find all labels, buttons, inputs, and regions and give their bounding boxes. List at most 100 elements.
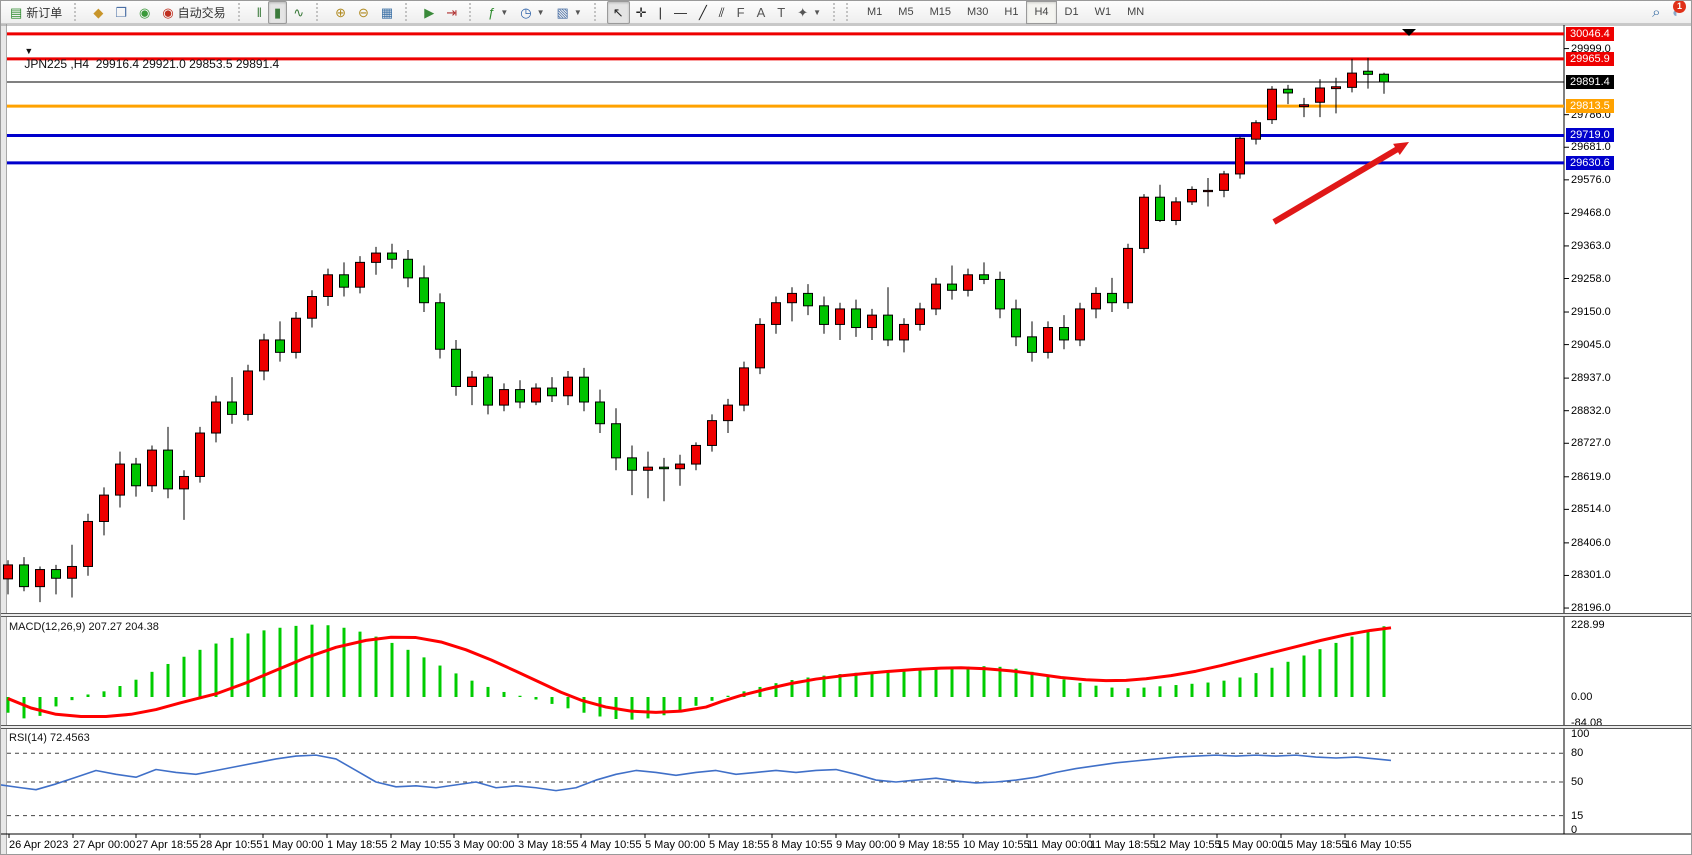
time-axis-label: 10 May 10:55 bbox=[963, 839, 1030, 851]
price-badge-label: 29630.6 bbox=[1566, 155, 1614, 170]
chart-window[interactable] bbox=[1, 24, 1691, 854]
trade-ticket-button[interactable]: ◆ bbox=[87, 1, 109, 24]
toolbar-button-label: 自动交易 bbox=[177, 5, 226, 20]
signals-button[interactable]: ◉ bbox=[133, 1, 156, 24]
templates-dropdown-button[interactable]: ▧ ▼ bbox=[551, 1, 588, 24]
toolbar-separator bbox=[316, 3, 323, 21]
label-tool-button[interactable]: T bbox=[771, 1, 791, 24]
toolbar-separator bbox=[74, 3, 81, 21]
timeframe-button-h4[interactable]: H4 bbox=[1026, 1, 1057, 24]
toolbar-group: ◆ ❐ ◉ ◉ 自动交易 bbox=[84, 1, 234, 24]
price-tick-label: 28406.0 bbox=[1571, 536, 1611, 549]
label-tool-icon: T bbox=[777, 4, 786, 20]
trendline-tool-button[interactable]: ╱ bbox=[693, 1, 713, 24]
price-tick-label: 28832.0 bbox=[1571, 404, 1611, 417]
templates-dropdown-icon: ▧ bbox=[556, 4, 569, 20]
chevron-down-icon[interactable]: ▼ bbox=[573, 7, 582, 17]
zoom-in-button[interactable]: ⊕ bbox=[329, 1, 352, 24]
time-axis-label: 4 May 10:55 bbox=[581, 839, 642, 851]
search-icon[interactable]: ⌕ bbox=[1652, 3, 1661, 21]
auto-scroll-icon: ▶ bbox=[424, 4, 435, 20]
zoom-out-button[interactable]: ⊖ bbox=[352, 1, 375, 24]
crosshair-tool-button[interactable]: ✛ bbox=[630, 1, 653, 24]
toolbar-group: ▤ 新订单 bbox=[1, 1, 71, 24]
price-tick-label: 28937.0 bbox=[1571, 372, 1611, 385]
price-tick-label: 29045.0 bbox=[1571, 338, 1611, 351]
chevron-down-icon[interactable]: ▼ bbox=[500, 7, 509, 17]
macd-axis-label: 228.99 bbox=[1571, 618, 1605, 631]
crosshair-tool-icon: ✛ bbox=[635, 4, 647, 20]
period-dropdown-icon: ◷ bbox=[520, 4, 532, 20]
cursor-tool-button[interactable]: ↖ bbox=[606, 1, 630, 24]
fibonacci-tool-icon: F bbox=[736, 4, 745, 20]
candlestick-chart-type-button[interactable]: ▮ bbox=[268, 1, 288, 24]
bar-chart-type-button[interactable]: ‖ bbox=[251, 1, 268, 24]
rsi-axis-label: 50 bbox=[1571, 776, 1584, 788]
shapes-dropdown-button[interactable]: ✦ ▼ bbox=[791, 1, 827, 24]
time-axis-label: 26 Apr 2023 bbox=[9, 839, 69, 851]
macd-rsi-splitter[interactable] bbox=[1, 725, 1691, 729]
notification-badge: 1 bbox=[1673, 1, 1686, 13]
vertical-line-tool-button[interactable]: | bbox=[653, 1, 668, 24]
line-chart-type-icon: ∿ bbox=[293, 4, 305, 20]
timeframe-button-w1[interactable]: W1 bbox=[1094, 6, 1112, 18]
toolbar-group: ⊕ ⊖ ▦ bbox=[326, 1, 402, 24]
tile-windows-icon: ▦ bbox=[380, 4, 394, 20]
timeframe-button-m5[interactable]: M5 bbox=[898, 6, 914, 18]
indicators-dropdown-icon: ƒ bbox=[488, 4, 496, 20]
toolbar-button-label: 新订单 bbox=[26, 5, 63, 20]
channel-tool-button[interactable]: ⫽ bbox=[713, 1, 731, 24]
toolbar-button-groups: ▤ 新订单 ◆ ❐ ◉ ◉ 自动交易 ‖ ▮ ∿ ⊕ ⊖ ▦ ▶ ⇥ ƒ ▼ ◷ ▼ ▧ ▼ ↖ ✛ | — ╱ ⫽ F A T ✦ ▼ bbox=[1, 1, 843, 24]
time-axis-label: 16 May 10:55 bbox=[1345, 839, 1412, 851]
timeframe-button-m1[interactable]: M1 bbox=[867, 6, 883, 18]
market-watch-button[interactable]: ❐ bbox=[109, 1, 133, 24]
shapes-dropdown-icon: ✦ bbox=[797, 4, 809, 20]
horizontal-line-tool-icon: — bbox=[673, 4, 687, 20]
price-tick-label: 29258.0 bbox=[1571, 272, 1611, 285]
toolbar-separator bbox=[593, 3, 601, 21]
window-left-splitter[interactable] bbox=[1, 24, 7, 854]
timeframe-button-mn[interactable]: MN bbox=[1127, 6, 1145, 18]
symbol-ohlc-text: JPN225 ,H4 29916.4 29921.0 29853.5 29891… bbox=[24, 57, 280, 71]
time-axis-label: 11 May 00:00 bbox=[1027, 839, 1093, 851]
time-axis-label: 1 May 00:00 bbox=[263, 839, 324, 851]
vertical-line-tool-icon: | bbox=[658, 4, 662, 20]
indicators-dropdown-button[interactable]: ƒ ▼ bbox=[482, 1, 514, 24]
new-order-button[interactable]: ▤ 新订单 bbox=[4, 1, 68, 24]
price-tick-label: 28196.0 bbox=[1571, 602, 1611, 615]
toolbar-separator bbox=[846, 3, 853, 21]
zoom-out-icon: ⊖ bbox=[358, 4, 369, 20]
fibonacci-tool-button[interactable]: F bbox=[731, 1, 751, 24]
trade-ticket-icon: ◆ bbox=[93, 4, 104, 20]
tile-windows-button[interactable]: ▦ bbox=[375, 1, 399, 24]
autotrading-button[interactable]: ◉ 自动交易 bbox=[156, 1, 231, 24]
toolbar-separator bbox=[469, 3, 476, 21]
toolbar-separator bbox=[405, 3, 412, 21]
price-tick-label: 29576.0 bbox=[1571, 173, 1611, 186]
timeframe-button-d1[interactable]: D1 bbox=[1064, 6, 1079, 18]
chevron-down-icon[interactable]: ▼ bbox=[536, 7, 545, 17]
price-badge-label: 29719.0 bbox=[1566, 128, 1614, 143]
chat-icon[interactable]: ◖ 1 bbox=[1671, 1, 1686, 20]
chart-shift-button[interactable]: ⇥ bbox=[440, 1, 463, 24]
time-axis-label: 2 May 10:55 bbox=[391, 839, 452, 851]
period-dropdown-button[interactable]: ◷ ▼ bbox=[514, 1, 550, 24]
text-tool-button[interactable]: A bbox=[751, 1, 772, 24]
timeframe-button-h1[interactable]: H1 bbox=[1004, 6, 1019, 18]
time-axis-label: 15 May 18:55 bbox=[1281, 839, 1348, 851]
bar-chart-type-icon: ‖ bbox=[256, 4, 263, 20]
timeframe-button-m30[interactable]: M30 bbox=[966, 6, 989, 18]
time-axis-label: 27 Apr 00:00 bbox=[73, 839, 136, 851]
line-chart-type-button[interactable]: ∿ bbox=[287, 1, 310, 24]
timeframe-button-m15[interactable]: M15 bbox=[929, 6, 951, 18]
auto-scroll-button[interactable]: ▶ bbox=[418, 1, 440, 24]
chevron-down-icon[interactable]: ▼ bbox=[813, 7, 822, 17]
price-tick-label: 29150.0 bbox=[1571, 306, 1611, 319]
price-badge-label: 29965.9 bbox=[1566, 51, 1614, 66]
time-axis-label: 5 May 00:00 bbox=[645, 839, 706, 851]
horizontal-line-tool-button[interactable]: — bbox=[668, 1, 693, 24]
market-watch-icon: ❐ bbox=[115, 4, 127, 20]
chart-macd-splitter[interactable] bbox=[1, 613, 1691, 617]
time-axis-label: 5 May 18:55 bbox=[709, 839, 770, 851]
